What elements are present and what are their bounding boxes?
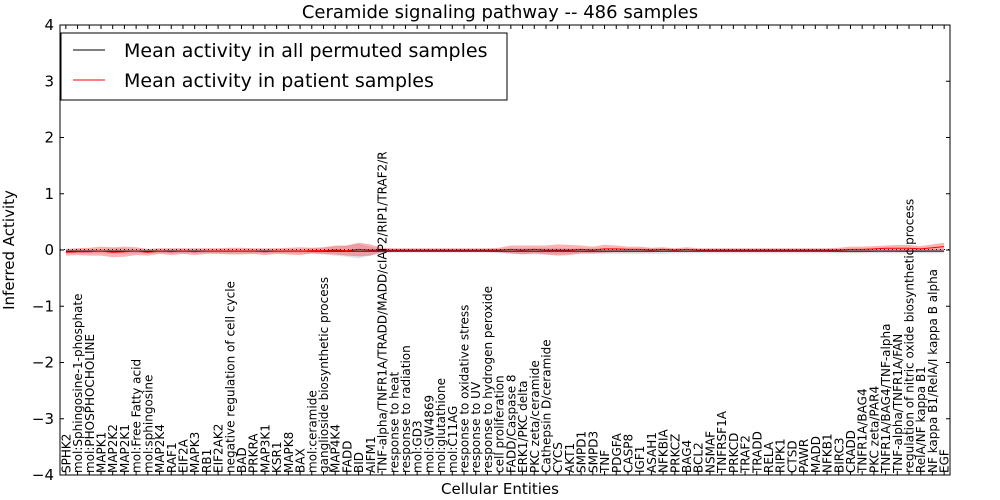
x-tick-label: mol:ceramide (305, 390, 319, 473)
legend-label-permuted: Mean activity in all permuted samples (124, 40, 487, 62)
x-tick-label: MAPK3 (188, 432, 202, 473)
x-tick-label: response to UV (469, 381, 483, 473)
x-tick-label: BCL2 (692, 442, 706, 473)
x-tick-label: PRKCZ (668, 434, 682, 473)
y-tick-label: −4 (32, 466, 54, 484)
x-tick-label: mol:Sphingosine-1-phosphate (71, 294, 85, 474)
x-tick-label: ASAH1 (645, 432, 659, 473)
x-tick-label: PKC zeta/PAR4 (867, 386, 881, 473)
x-tick-label: mol:C11AG (446, 406, 460, 473)
x-tick-label: TNFR1A/BAG4 (856, 388, 870, 474)
x-tick-label: FADD (340, 441, 354, 474)
x-tick-label: SPHK2 (59, 434, 73, 473)
x-tick-label: AKT1 (563, 443, 577, 473)
x-tick-label: NSMAF (703, 431, 717, 473)
x-tick-label: MAPK8 (282, 432, 296, 473)
x-tick-label: EIF2AK2 (212, 424, 226, 473)
x-tick-label: PRKCD (727, 433, 741, 473)
x-tick-label: RB1 (200, 449, 214, 473)
x-tick-label: TNF-alpha/TNFR1A/TRADD/MADD/cIAP2/RIP1/T… (376, 151, 390, 474)
x-tick-label: MAPK1 (95, 432, 109, 473)
x-tick-label: BIRC3 (832, 437, 846, 473)
x-tick-label: TRAF2 (739, 435, 753, 474)
x-axis-label: Cellular Entities (441, 480, 559, 498)
x-tick-label: BAD (235, 447, 249, 473)
x-tick-label: mol:sphingosine (141, 375, 155, 473)
x-tick-label: MAP2K2 (106, 424, 120, 473)
x-tick-label: FADD/Caspase 8 (504, 374, 518, 473)
x-tick-label: KSR1 (270, 442, 284, 473)
x-tick-label: NFKB1 (821, 433, 835, 473)
y-axis-label: Inferred Activity (0, 190, 18, 310)
x-tick-label: ganglioside biosynthetic process (317, 277, 331, 473)
x-tick-label: RELA (762, 441, 776, 473)
y-tick-label: −3 (32, 410, 54, 428)
x-tick-label: MAP2K1 (118, 424, 132, 473)
x-tick-label: mol:GD3 (411, 420, 425, 473)
x-tick-label: CYCS (551, 442, 565, 473)
x-tick-label: TNF (598, 450, 612, 474)
x-tick-label: response to heat (387, 371, 401, 473)
x-tick-label: RAF1 (165, 442, 179, 473)
x-tick-label: EIF2A (177, 438, 191, 473)
confidence-bands (65, 242, 945, 259)
y-tick-label: −1 (32, 297, 54, 315)
x-tick-label: mol:glutathione (434, 378, 448, 473)
x-tick-label: TNFR1A/BAG4/TNF-alpha (879, 324, 893, 474)
y-tick-label: 3 (44, 72, 54, 90)
x-tick-label: CTSD (785, 440, 799, 473)
x-tick-label: TNFRSF1A (715, 410, 729, 474)
x-tick-label: IGF1 (633, 446, 647, 473)
x-tick-label: PDGFA (610, 432, 624, 473)
x-tick-label: AIFM1 (364, 436, 378, 473)
y-tick-label: 0 (44, 241, 54, 259)
x-tick-label: cell proliferation (493, 375, 507, 473)
x-tick-label: RelA/NF kappa B1 (914, 366, 928, 473)
x-tick-label: SMPD3 (586, 431, 600, 473)
legend-box (60, 32, 508, 101)
x-tick-label: TNF-alpha/TNFR1A/FAN (891, 334, 905, 474)
x-tick-label: MADD (809, 436, 823, 473)
x-tick-label: MAP4K4 (329, 424, 343, 473)
x-tick-label: mol:GW4869 (422, 395, 436, 473)
x-tick-label: mol:Free Fatty acid (130, 359, 144, 473)
x-tick-label: EGF (938, 449, 952, 473)
x-tick-label: MAP2K4 (153, 424, 167, 473)
x-tick-label: PKC zeta/ceramide (528, 360, 542, 473)
x-tick-label: mol:PHOSPHOCHOLINE (83, 334, 97, 473)
x-tick-label: BAX (294, 448, 308, 473)
x-tick-label: MAP3K1 (258, 424, 272, 473)
x-tick-label: Cathepsin D/ceramide (540, 339, 554, 473)
x-tick-label: ERK1/PKC delta (516, 380, 530, 473)
x-tick-label: CRADD (844, 430, 858, 473)
chart-title: Ceramide signaling pathway -- 486 sample… (302, 2, 698, 23)
x-tick-label: CASP8 (622, 434, 636, 473)
x-tick-label: BID (352, 452, 366, 473)
legend: Mean activity in all permuted samples Me… (60, 32, 508, 101)
y-tick-label: −2 (32, 354, 54, 372)
x-tick-label: NFKBIA (657, 428, 671, 473)
y-tick-label: 4 (44, 16, 54, 34)
x-axis: SPHK2mol:Sphingosine-1-phosphatemol:PHOS… (59, 25, 952, 475)
x-tick-label: PRKRA (247, 433, 261, 473)
y-tick-label: 1 (44, 185, 54, 203)
x-tick-label: response to hydrogen peroxide (481, 286, 495, 473)
y-axis: −4 −3 −2 −1 0 1 2 3 4 (32, 16, 950, 484)
x-tick-label: regulation of nitric oxide biosynthetic … (903, 199, 917, 473)
legend-label-patient: Mean activity in patient samples (124, 70, 434, 92)
x-tick-label: response to radiation (399, 345, 413, 473)
x-tick-label: NF kappa B1/RelA/I kappa B alpha (926, 269, 940, 473)
x-tick-label: TRADD (750, 431, 764, 474)
x-tick-label: BAG4 (680, 440, 694, 473)
x-tick-label: SMPD1 (575, 431, 589, 473)
x-tick-label: response to oxidative stress (458, 305, 472, 473)
x-tick-label: PAWR (797, 439, 811, 473)
x-tick-label: RIPK1 (774, 438, 788, 473)
y-tick-label: 2 (44, 129, 54, 147)
x-tick-label: negative regulation of cell cycle (223, 281, 237, 473)
